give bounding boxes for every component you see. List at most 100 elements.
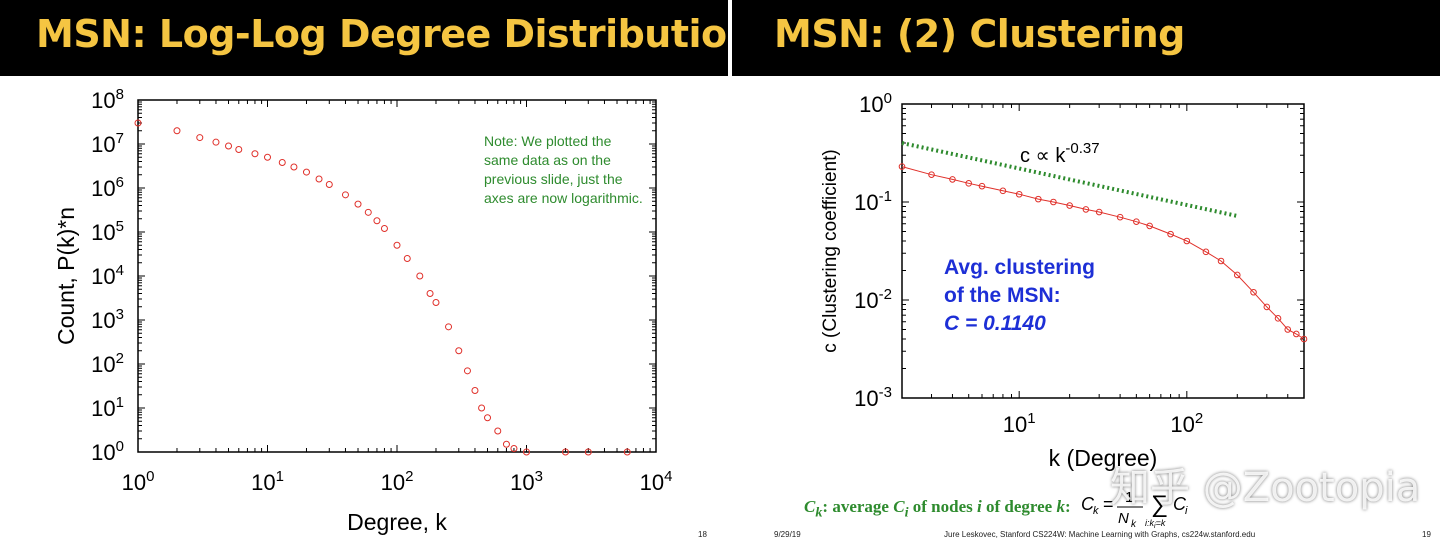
data-point (264, 153, 271, 161)
data-point (1300, 335, 1308, 343)
footer-credit: Jure Leskovec, Stanford CS224W: Machine … (944, 530, 1256, 539)
power-law-fit-line (901, 141, 1238, 218)
slide-divider (728, 0, 732, 541)
data-point (1274, 315, 1282, 322)
data-point (373, 217, 381, 225)
data-point (278, 158, 286, 166)
y-tick-label: 101 (91, 394, 124, 421)
data-point (325, 181, 333, 189)
data-point (928, 171, 935, 178)
data-point (898, 163, 906, 170)
data-point (478, 404, 486, 412)
svg-text:i:ki=k: i:ki=k (1145, 518, 1166, 530)
svg-text:1: 1 (1125, 489, 1133, 506)
data-point (494, 427, 502, 435)
y-tick-label: 100 (91, 438, 124, 465)
data-point (1167, 230, 1174, 238)
right-slide-title: MSN: (2) Clustering (774, 12, 1185, 56)
data-point (1133, 218, 1140, 225)
clustering-chart: 101 102 100 10-1 10-2 10-3 k (Degree) c (Cluste… (820, 90, 1308, 471)
data-point (978, 182, 986, 190)
y-tick-label: 10-3 (854, 384, 892, 411)
data-point (463, 367, 471, 375)
x-tick-label: 102 (381, 468, 414, 495)
svg-text:k: k (1131, 519, 1137, 530)
data-point (251, 150, 259, 158)
data-point (471, 386, 479, 394)
y-tick-label: 108 (91, 86, 124, 113)
data-point (1015, 190, 1023, 198)
data-point (315, 175, 323, 183)
data-point (212, 138, 220, 146)
svg-text:N: N (1118, 510, 1129, 527)
data-point (623, 448, 631, 456)
right-page-number: 19 (1422, 530, 1431, 539)
y-tick-label: 107 (91, 130, 124, 157)
data-point (393, 241, 401, 249)
right-title-bar: MSN: (2) Clustering (732, 0, 1440, 76)
data-point (432, 298, 440, 306)
y-tick-label: 103 (91, 306, 124, 333)
data-point (561, 448, 569, 456)
data-point (1034, 195, 1042, 203)
data-point (484, 414, 492, 422)
avg-clustering-line2: of the MSN: (944, 284, 1061, 307)
data-point (510, 445, 518, 453)
right-slide: MSN: (2) Clustering 101 102 100 10-1 10-2 10-… (732, 0, 1440, 541)
data-point (1202, 248, 1210, 256)
x-tick-label: 101 (251, 468, 284, 495)
svg-text:k: k (1093, 505, 1099, 517)
data-point (949, 176, 956, 183)
data-point (1284, 326, 1292, 333)
x-tick-label: 103 (510, 468, 543, 495)
data-point (196, 134, 204, 142)
y-tick-label: 105 (91, 218, 124, 245)
data-point (1233, 271, 1241, 279)
data-point (380, 225, 388, 233)
data-point (426, 290, 434, 298)
data-point (1263, 303, 1271, 311)
clustering-series-line (901, 166, 1305, 340)
data-point (999, 187, 1007, 195)
data-point (455, 347, 463, 355)
left-slide-title: MSN: Log-Log Degree Distribution (36, 12, 728, 56)
x-tick-label: 104 (640, 468, 673, 495)
data-point (445, 323, 453, 331)
zhihu-watermark: 知乎 @Zootopia (1110, 465, 1421, 511)
data-point (1183, 237, 1191, 245)
data-point (1095, 208, 1103, 216)
clustering-formula: Ck: average Ci of nodes i of degree k: C… (804, 486, 1219, 530)
data-point (1217, 257, 1225, 265)
data-point (416, 272, 424, 280)
data-point (302, 168, 310, 176)
data-point (235, 145, 243, 153)
y-tick-label: 106 (91, 174, 124, 201)
footer-date: 9/29/19 (774, 530, 801, 539)
data-point (965, 180, 973, 187)
data-point (290, 163, 298, 171)
data-point (173, 127, 181, 135)
data-point (1066, 202, 1073, 209)
svg-text:=: = (1103, 494, 1114, 514)
avg-clustering-box: Avg. clustering of the MSN: C = 0.1140 (944, 254, 1095, 338)
left-slide: MSN: Log-Log Degree Distribution 100 101 1… (0, 0, 728, 541)
x-axis-label: Degree, k (347, 509, 447, 535)
svg-text:i: i (1185, 505, 1188, 517)
data-point (1082, 206, 1090, 213)
y-tick-label: 10-1 (854, 188, 892, 215)
data-point (354, 200, 362, 208)
data-point (1116, 213, 1124, 221)
degree-distribution-chart: 100 101 102 103 104 100 101 102 103 104 105 106 107 1… (53, 86, 673, 535)
data-point (1146, 222, 1153, 230)
data-point (225, 142, 233, 150)
data-point (523, 448, 530, 456)
x-tick-label: 102 (1170, 410, 1203, 437)
plot-frame (901, 103, 1305, 399)
svg-text:∑: ∑ (1151, 491, 1168, 518)
y-axis-label: Count, P(k)*n (53, 207, 79, 345)
formula-label: Ck: average Ci of nodes i of degree k: (804, 496, 1071, 521)
avg-clustering-line1: Avg. clustering (944, 256, 1095, 279)
note-annotation: Note: We plotted the same data as on the… (484, 133, 643, 206)
left-page-number: 18 (698, 530, 707, 539)
y-tick-label: 100 (859, 90, 892, 117)
